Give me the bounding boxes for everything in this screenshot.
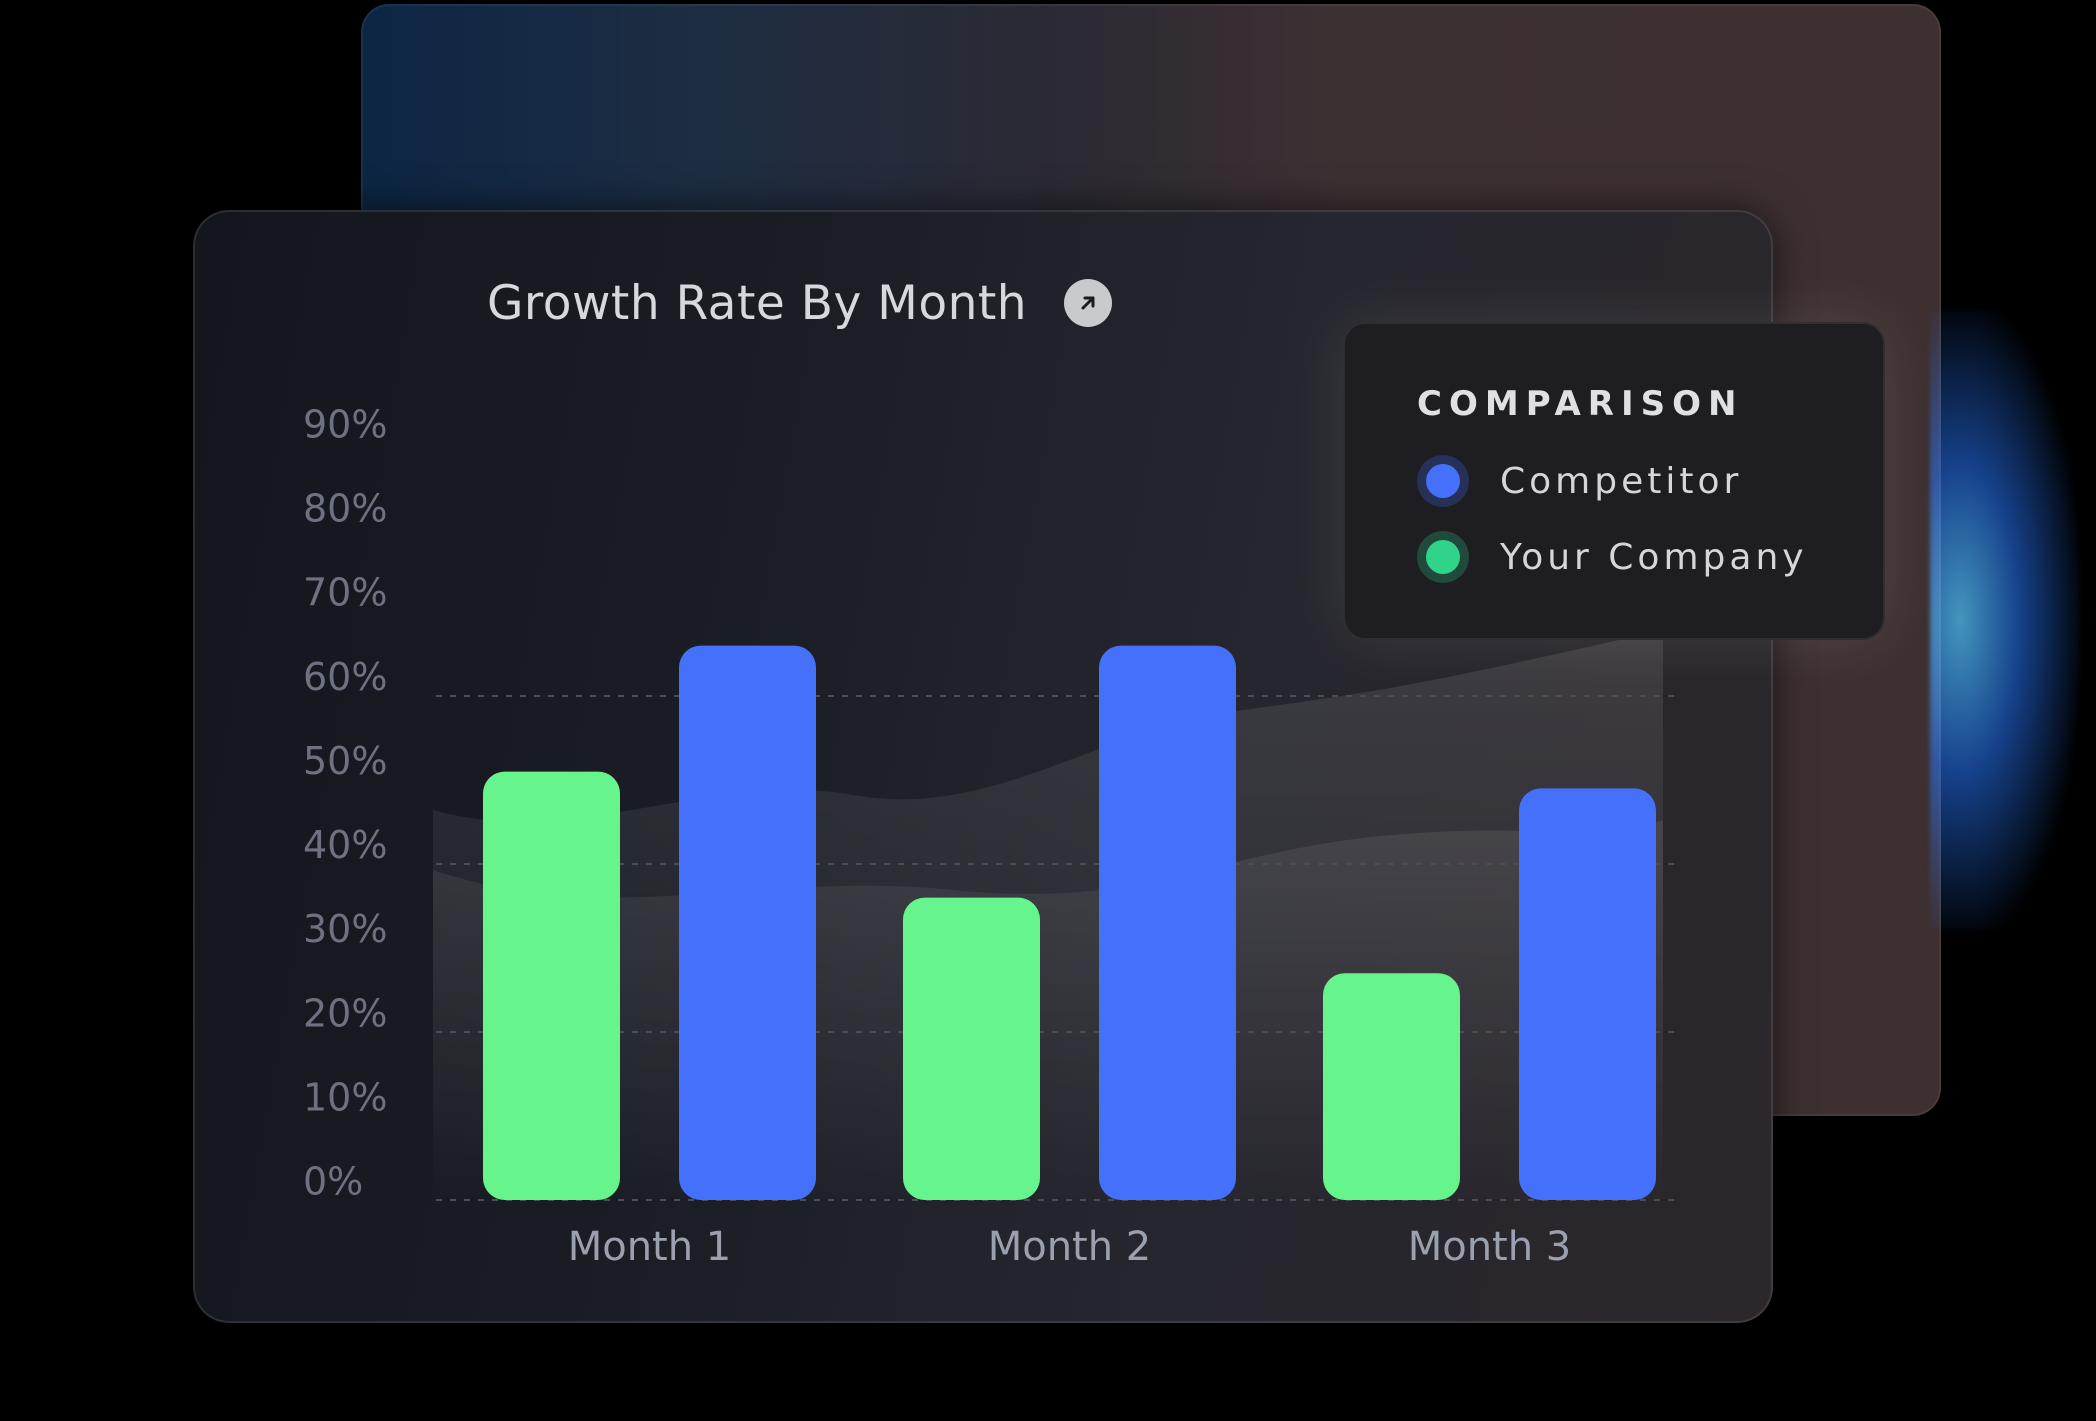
x-tick-label: Month 1 [568,1224,732,1270]
legend-title: COMPARISON [1417,384,1744,424]
bar-chart: 0% 10% 20% 30% 40% 50% 60% 70% 80% 90% Month 1 Mon… [303,403,1678,1270]
bar-competitor[interactable] [679,645,816,1200]
y-tick-label: 80% [303,487,387,531]
bar-your-company[interactable] [903,897,1040,1200]
x-tick-label: Month 2 [988,1224,1152,1270]
chart-title: Growth Rate By Month [487,276,1028,331]
legend-panel: COMPARISON Competitor Your Company [1343,322,1885,640]
competitor-dot-icon [1426,464,1460,498]
expand-button[interactable] [1064,279,1112,327]
y-tick-label: 40% [303,823,387,867]
y-tick-label: 0% [303,1160,363,1204]
legend-label: Competitor [1500,460,1743,502]
legend-swatch [1417,531,1469,583]
y-tick-label: 20% [303,991,387,1035]
arrow-up-right-icon [1081,296,1095,310]
your-company-dot-icon [1426,540,1460,574]
bar-your-company[interactable] [483,771,620,1200]
y-tick-label: 60% [303,655,387,699]
bar-competitor[interactable] [1099,645,1236,1200]
glow-decoration [1930,310,2080,930]
legend-item-your-company[interactable]: Your Company [1417,531,1808,583]
y-tick-label: 30% [303,907,387,951]
y-tick-label: 70% [303,571,387,615]
x-tick-label: Month 3 [1408,1224,1572,1270]
y-tick-label: 10% [303,1075,387,1119]
legend-label: Your Company [1500,536,1808,578]
legend-swatch [1417,455,1469,507]
y-tick-label: 90% [303,403,387,447]
legend-item-competitor[interactable]: Competitor [1417,455,1742,507]
bar-competitor[interactable] [1519,788,1656,1200]
bar-your-company[interactable] [1323,973,1460,1200]
y-tick-label: 50% [303,739,387,783]
